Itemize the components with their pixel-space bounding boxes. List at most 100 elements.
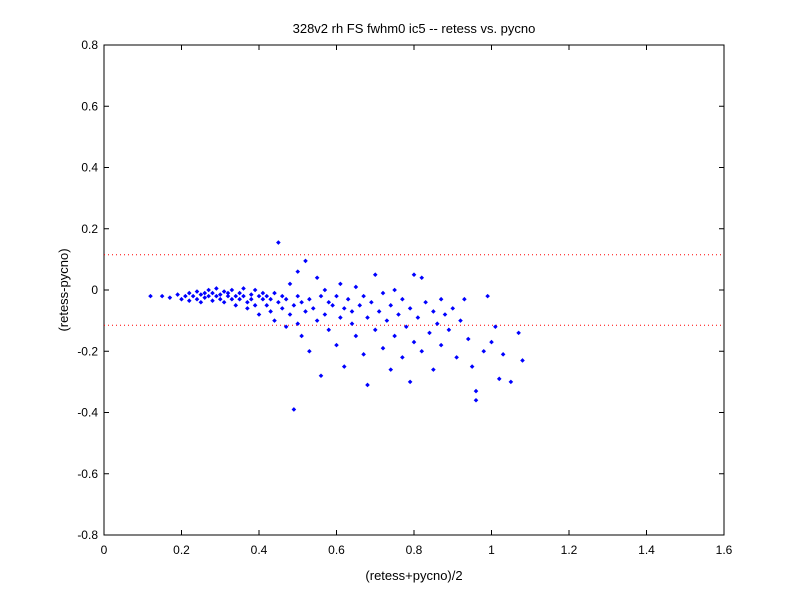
chart-title: 328v2 rh FS fwhm0 ic5 -- retess vs. pycn… [293, 21, 536, 36]
data-point [287, 281, 293, 287]
data-point [349, 321, 355, 326]
y-tick-label: 0.6 [81, 99, 98, 113]
data-point [272, 290, 277, 296]
data-point [210, 298, 215, 304]
data-point [295, 269, 301, 274]
data-point [310, 306, 316, 311]
data-point [295, 321, 301, 326]
data-point [411, 272, 417, 277]
y-tick-label: -0.4 [77, 406, 98, 420]
x-tick-label: 1.4 [638, 543, 655, 557]
x-axis-label: (retess+pycno)/2 [365, 568, 462, 583]
data-point [353, 284, 359, 290]
data-point [326, 327, 332, 333]
data-point [276, 299, 281, 305]
x-tick-label: 0 [101, 543, 108, 557]
data-point [438, 342, 444, 348]
data-point [148, 293, 153, 299]
data-point [190, 293, 196, 299]
data-point [465, 336, 471, 342]
data-point [237, 296, 242, 302]
data-point [334, 293, 339, 299]
scatter-points [148, 240, 525, 412]
data-point [268, 309, 273, 314]
data-point [380, 345, 386, 351]
y-tick-label: 0.2 [81, 222, 98, 236]
data-point [357, 303, 363, 308]
data-point [264, 303, 270, 308]
data-point [431, 309, 436, 314]
y-tick-label: 0 [91, 283, 98, 297]
data-point [299, 333, 304, 339]
data-point [380, 290, 386, 296]
y-tick-label: -0.2 [77, 344, 98, 358]
data-point [206, 293, 211, 299]
data-point [407, 379, 413, 385]
data-point [415, 315, 421, 320]
data-point [183, 293, 188, 299]
data-point [500, 352, 506, 357]
data-point [186, 298, 192, 304]
y-tick-label: -0.8 [77, 528, 98, 542]
data-point [322, 287, 328, 293]
data-point [318, 293, 324, 299]
data-point [260, 296, 266, 302]
x-tick-label: 1 [488, 543, 495, 557]
x-tick-label: 0.4 [251, 543, 268, 557]
data-point [291, 407, 297, 412]
data-point [330, 303, 335, 308]
data-point [283, 324, 289, 330]
data-point [159, 293, 165, 299]
data-point [365, 315, 370, 320]
data-point [341, 364, 347, 369]
data-point [372, 327, 378, 333]
data-point [225, 293, 231, 299]
data-point [245, 306, 250, 311]
data-point [221, 299, 227, 305]
data-point [206, 287, 211, 293]
data-point [454, 355, 459, 360]
data-point [353, 333, 359, 339]
data-point [179, 296, 184, 302]
data-point [338, 281, 343, 287]
data-point [214, 293, 219, 299]
data-point [248, 292, 254, 297]
data-point [198, 292, 204, 297]
data-point [279, 306, 285, 311]
data-point [419, 348, 425, 354]
data-point [431, 367, 436, 372]
data-point [508, 379, 514, 385]
x-axis-ticks: 0 0.2 0.4 0.6 0.8 1 1.2 1.4 1.6 [101, 45, 733, 557]
data-point [307, 296, 312, 302]
data-point [338, 315, 343, 320]
data-point [233, 293, 239, 299]
data-point [260, 290, 266, 296]
data-point [388, 367, 394, 372]
data-point [458, 318, 463, 323]
data-point [322, 312, 328, 317]
data-point [210, 290, 215, 296]
x-tick-label: 0.2 [173, 543, 190, 557]
data-point [314, 275, 320, 281]
data-point [318, 373, 324, 379]
data-point [214, 286, 219, 291]
data-point [295, 293, 301, 299]
data-point [473, 388, 479, 394]
y-tick-label: 0.8 [81, 38, 98, 52]
y-tick-label: -0.6 [77, 467, 98, 481]
data-point [307, 348, 312, 354]
data-point [217, 296, 223, 302]
data-point [221, 289, 227, 294]
reference-lines [104, 254, 724, 326]
data-point [217, 292, 223, 297]
data-point [252, 303, 258, 308]
data-point [167, 295, 173, 300]
data-point [248, 296, 254, 302]
data-point [489, 339, 494, 345]
data-point [202, 295, 208, 300]
data-point [341, 306, 347, 311]
data-point [326, 299, 332, 305]
y-tick-label: 0.4 [81, 161, 98, 175]
data-point [241, 293, 246, 299]
